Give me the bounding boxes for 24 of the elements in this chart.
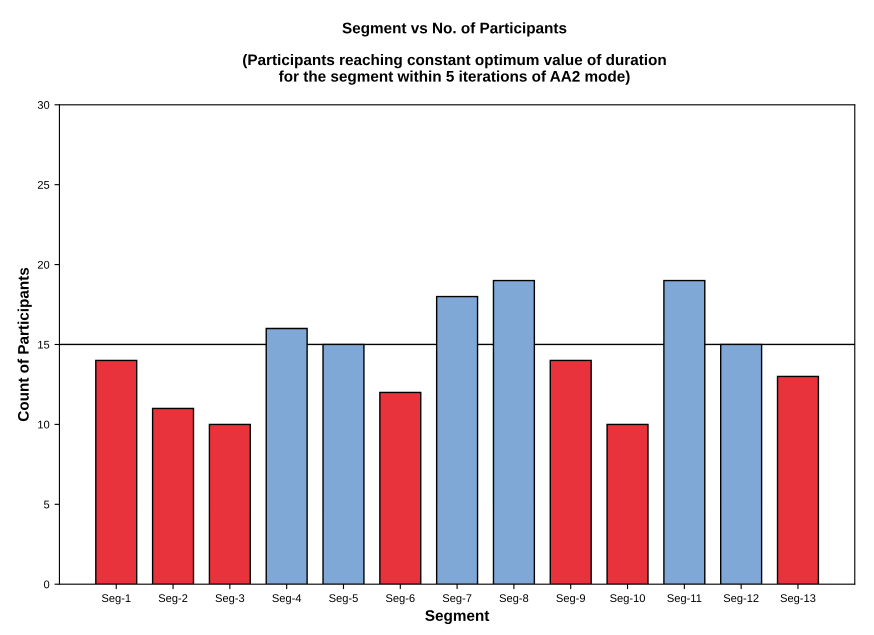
y-tick-label: 15 (38, 340, 50, 349)
chart-subtitle: (Participants reaching constant optimum value of duration for the segment within 5 iterations of AA2 mode) (243, 54, 666, 85)
x-tick-label: Seg-9 (556, 594, 586, 604)
y-tick-label: 25 (38, 180, 50, 189)
y-tick-label: 0 (44, 580, 50, 588)
x-tick-label: Seg-10 (610, 594, 646, 604)
x-tick-label: Seg-1 (102, 594, 131, 604)
x-tick-label: Seg-7 (442, 594, 472, 604)
x-tick-label: Seg-5 (329, 594, 358, 604)
x-axis-title: Segment (425, 610, 490, 624)
x-tick-label: Seg-6 (386, 594, 415, 604)
x-tick-label: Seg-3 (216, 594, 244, 604)
x-tick-label: Seg-12 (724, 594, 759, 604)
chart-title: Segment vs No. of Participants (342, 22, 566, 37)
y-tick-label: 5 (44, 500, 50, 508)
x-tick-label: Seg-11 (667, 594, 702, 604)
y-tick-label: 20 (38, 260, 50, 269)
x-tick-label: Seg-2 (158, 594, 188, 604)
x-tick-label: Seg-4 (272, 594, 302, 604)
y-tick-label: 30 (38, 101, 50, 109)
x-tick-label: Seg-13 (780, 594, 816, 604)
y-axis-title: Count of Participants (18, 268, 32, 422)
y-tick-label: 10 (38, 420, 50, 429)
x-tick-label: Seg-8 (500, 594, 528, 604)
